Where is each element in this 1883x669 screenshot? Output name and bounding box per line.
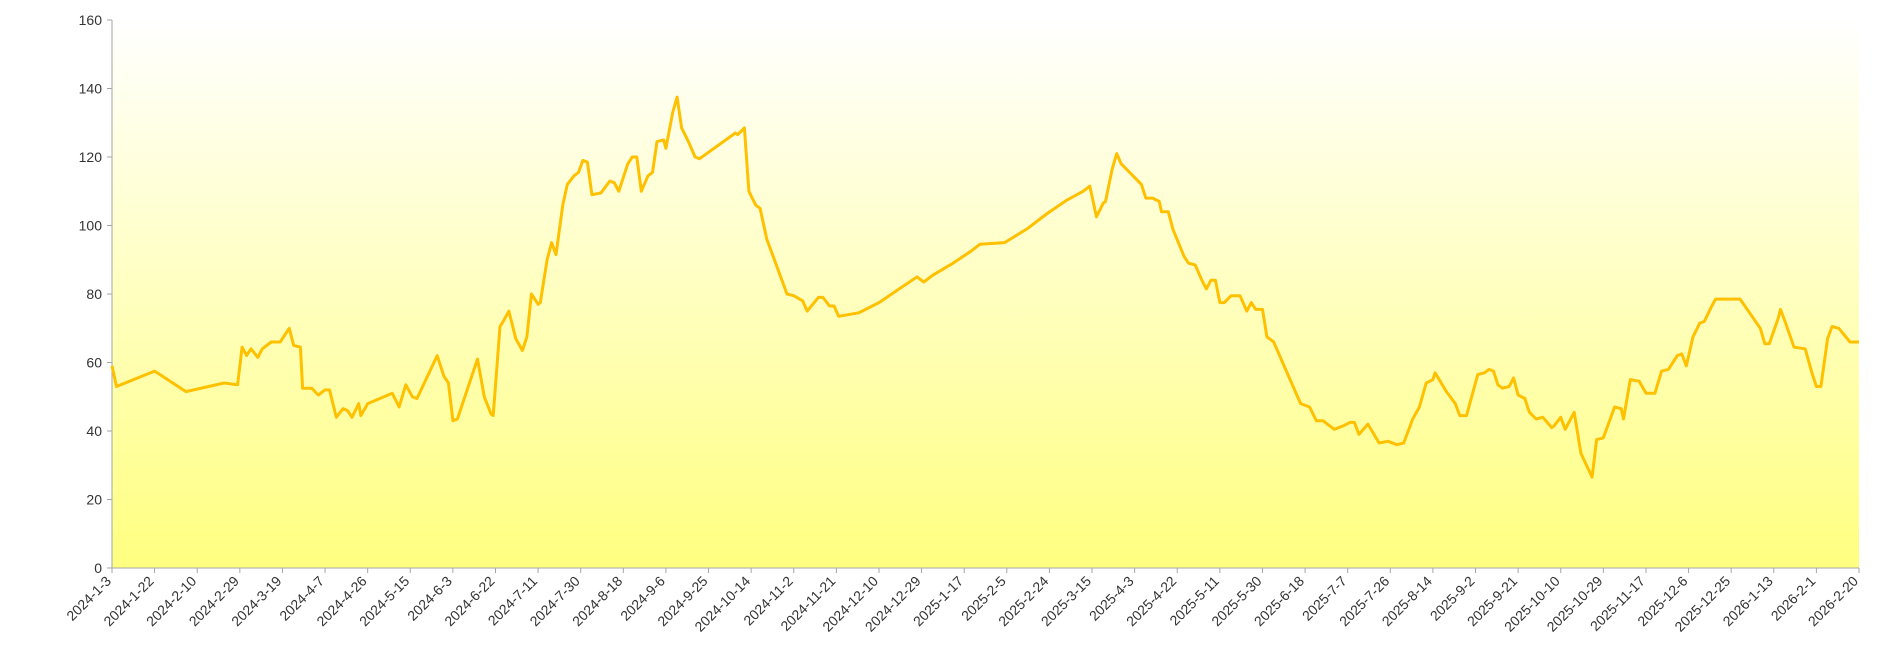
y-tick-label: 160 xyxy=(79,12,103,28)
y-tick-label: 60 xyxy=(86,355,102,371)
y-tick-label: 140 xyxy=(79,81,103,97)
y-tick-label: 40 xyxy=(86,423,102,439)
y-tick-label: 120 xyxy=(79,149,103,165)
y-tick-label: 100 xyxy=(79,218,103,234)
y-tick-label: 80 xyxy=(86,286,102,302)
y-tick-label: 0 xyxy=(94,560,102,576)
data-line xyxy=(110,95,1859,479)
y-tick-label: 20 xyxy=(86,492,102,508)
plot-area xyxy=(112,20,1859,568)
